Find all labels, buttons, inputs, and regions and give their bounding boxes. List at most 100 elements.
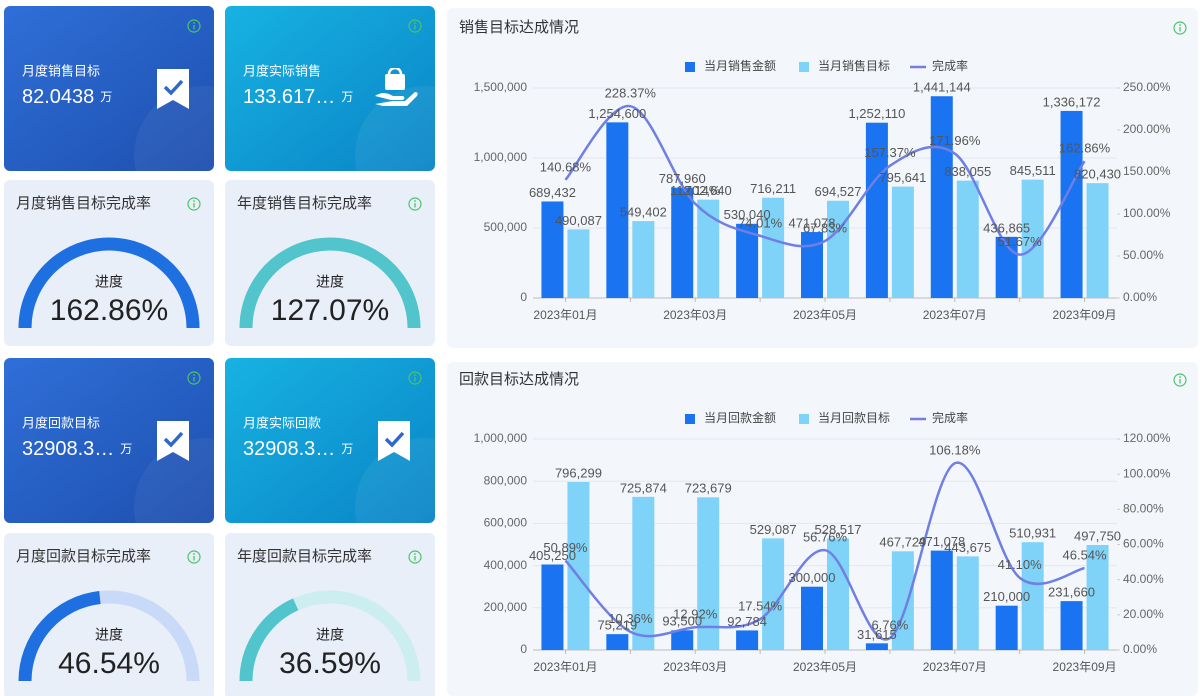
data-label: 210,000 [983, 589, 1030, 604]
bar [632, 496, 655, 650]
data-label: 106.18% [929, 443, 981, 458]
kpi-value: 82.0438 万 [22, 86, 112, 108]
bar [865, 122, 888, 299]
data-label: 92,784 [727, 614, 767, 629]
y-tick-label: 1,000,000 [474, 431, 528, 445]
y2-tick-label: 80.00% [1123, 502, 1164, 516]
data-label: 56.76% [803, 530, 848, 545]
y-tick-label: 1,000,000 [474, 150, 528, 164]
data-label: 845,511 [1010, 163, 1056, 178]
data-label: 787,960 [659, 171, 706, 186]
gauge-card: 年度销售目标完成率 进度 127.07% [225, 180, 435, 346]
data-label: 796,299 [555, 465, 602, 480]
chart-title: 回款目标达成情况 [459, 371, 579, 388]
x-tick-label: 2023年05月 [793, 660, 857, 674]
gauge-arc [18, 237, 200, 328]
bar [1060, 601, 1083, 650]
data-label: 157.37% [864, 145, 916, 160]
bar [671, 630, 694, 650]
kpi-title: 月度销售目标 [22, 63, 100, 78]
data-label: 171.96% [929, 133, 981, 148]
data-label: 471,078 [918, 534, 965, 549]
bar [671, 187, 694, 298]
bar [762, 197, 785, 298]
gauge-value: 36.59% [279, 647, 381, 680]
kpi-value: 32908.3… 万 [243, 438, 353, 460]
y-tick-label: 400,000 [484, 558, 528, 572]
gauge-value: 162.86% [50, 294, 168, 327]
data-label: 12.92% [673, 607, 718, 622]
data-label: 528,517 [815, 522, 862, 537]
gauge-card: 年度回款目标完成率 进度 36.59% [225, 533, 435, 696]
data-label: 46.54% [1063, 548, 1108, 563]
legend-label: 当月销售目标 [818, 58, 890, 73]
data-label: 529,087 [750, 522, 797, 537]
bar [736, 630, 759, 650]
data-label: 795,641 [879, 170, 926, 185]
legend-symbol [798, 414, 809, 424]
gauge-card: 月度回款目标完成率 进度 46.54% [4, 533, 214, 696]
gauge-value: 127.07% [271, 294, 389, 327]
data-label: 1,441,144 [913, 80, 971, 95]
bar [930, 96, 953, 298]
bar [697, 199, 720, 298]
bar [827, 538, 849, 650]
data-label: 838,055 [944, 164, 991, 179]
y2-tick-label: 40.00% [1123, 572, 1164, 586]
bar [1021, 542, 1044, 650]
data-label: 490,087 [555, 213, 602, 228]
y-tick-label: 600,000 [484, 516, 528, 530]
bar [956, 556, 979, 650]
kpi-unit: 万 [120, 442, 132, 456]
gauge-title: 年度销售目标完成率 [237, 195, 372, 212]
data-label: 140.68% [540, 159, 592, 174]
data-label: 17.54% [738, 599, 783, 614]
kpi-unit: 万 [100, 90, 112, 104]
bar [736, 223, 759, 298]
y2-tick-label: 50.00% [1123, 248, 1164, 262]
data-label: 702,640 [685, 183, 732, 198]
data-label: 471,078 [789, 215, 836, 230]
gauge-title: 月度回款目标完成率 [16, 548, 151, 565]
data-label: 405,250 [529, 548, 576, 563]
data-label: 50.89% [543, 540, 588, 555]
y2-tick-label: 250.00% [1123, 80, 1171, 94]
data-label: 67.83% [803, 220, 848, 235]
data-label: 10.36% [608, 611, 653, 626]
data-label: 75,219 [597, 618, 637, 633]
legend-label: 当月回款目标 [818, 411, 890, 425]
gauge-label: 进度 [95, 274, 123, 290]
gauge-arc [18, 591, 101, 681]
kpi-number: 32908.3… [22, 438, 114, 460]
data-label: 51.67% [998, 234, 1043, 249]
legend-label: 当月回款金额 [704, 410, 776, 425]
y2-tick-label: 0.00% [1123, 290, 1157, 304]
data-label: 300,000 [789, 570, 836, 585]
y2-tick-label: 100.00% [1123, 466, 1171, 480]
y2-tick-label: 0.00% [1123, 642, 1157, 656]
legend-label: 完成率 [932, 58, 968, 73]
kpi-number: 82.0438 [22, 86, 94, 108]
gauge-label: 进度 [316, 274, 344, 290]
data-label: 41.10% [998, 557, 1043, 572]
data-label: 725,874 [620, 480, 667, 495]
data-label: 228.37% [605, 86, 657, 101]
y2-tick-label: 200.00% [1123, 122, 1171, 136]
data-label: 31,615 [857, 627, 897, 642]
y-tick-label: 200,000 [484, 600, 528, 614]
y-tick-label: 800,000 [484, 473, 528, 487]
line [564, 104, 1086, 256]
bar [567, 481, 590, 650]
bar [1060, 110, 1083, 299]
y2-tick-label: 120.00% [1123, 431, 1171, 445]
bar [697, 497, 720, 650]
gauge-card: 月度销售目标完成率 进度 162.86% [4, 180, 214, 346]
bar [762, 538, 785, 650]
bar [865, 643, 888, 650]
bar [1086, 544, 1109, 650]
gauge-label: 进度 [95, 627, 123, 643]
x-tick-label: 2023年01月 [533, 660, 597, 674]
y2-tick-label: 150.00% [1123, 164, 1171, 178]
data-label: 820,430 [1074, 167, 1121, 182]
